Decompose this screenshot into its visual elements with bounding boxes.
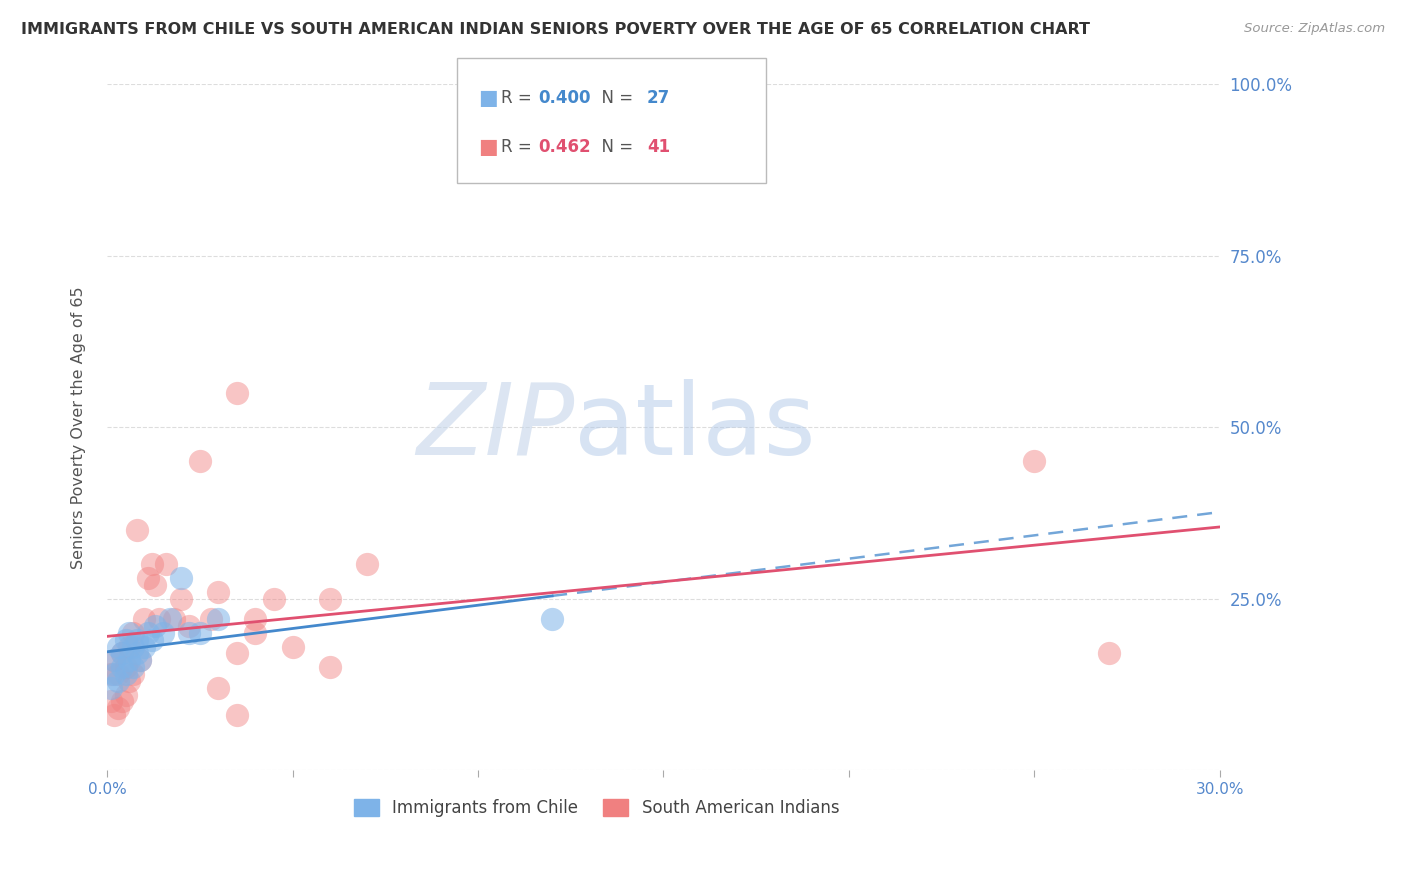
- Point: [125, 647, 148, 661]
- Point: [141, 558, 163, 572]
- Point: [118, 626, 141, 640]
- Point: [356, 558, 378, 572]
- Point: [281, 640, 304, 654]
- Point: [207, 681, 229, 695]
- Point: [170, 591, 193, 606]
- Text: 41: 41: [647, 138, 669, 156]
- Point: [188, 454, 211, 468]
- Point: [134, 640, 156, 654]
- Point: [1024, 454, 1046, 468]
- Text: 0.462: 0.462: [538, 138, 591, 156]
- Point: [114, 660, 136, 674]
- Point: [148, 612, 170, 626]
- Point: [207, 612, 229, 626]
- Text: R =: R =: [501, 89, 537, 107]
- Point: [225, 386, 247, 401]
- Point: [263, 591, 285, 606]
- Point: [100, 694, 122, 708]
- Point: [100, 681, 122, 695]
- Text: ■: ■: [478, 137, 498, 157]
- Point: [111, 660, 134, 674]
- Point: [107, 667, 129, 681]
- Point: [122, 626, 145, 640]
- Point: [107, 640, 129, 654]
- Point: [122, 667, 145, 681]
- Point: [541, 612, 564, 626]
- Point: [136, 626, 159, 640]
- Point: [111, 694, 134, 708]
- Point: [177, 626, 200, 640]
- Point: [200, 612, 222, 626]
- Point: [129, 653, 152, 667]
- Point: [125, 632, 148, 647]
- Point: [125, 523, 148, 537]
- Point: [170, 571, 193, 585]
- Text: 0.400: 0.400: [538, 89, 591, 107]
- Point: [155, 558, 177, 572]
- Text: ZIP: ZIP: [416, 379, 575, 475]
- Point: [107, 701, 129, 715]
- Point: [103, 653, 125, 667]
- Point: [103, 653, 125, 667]
- Text: R =: R =: [501, 138, 537, 156]
- Point: [245, 612, 267, 626]
- Point: [143, 619, 166, 633]
- Point: [225, 708, 247, 723]
- Point: [1097, 647, 1119, 661]
- Point: [177, 619, 200, 633]
- Point: [207, 584, 229, 599]
- Point: [103, 708, 125, 723]
- Point: [122, 640, 145, 654]
- Point: [225, 647, 247, 661]
- Point: [107, 673, 129, 688]
- Point: [188, 626, 211, 640]
- Point: [111, 647, 134, 661]
- Text: ■: ■: [478, 88, 498, 108]
- Point: [134, 612, 156, 626]
- Point: [159, 612, 181, 626]
- Point: [163, 612, 186, 626]
- Point: [143, 578, 166, 592]
- Point: [245, 626, 267, 640]
- Point: [114, 632, 136, 647]
- Text: atlas: atlas: [575, 379, 815, 475]
- Text: IMMIGRANTS FROM CHILE VS SOUTH AMERICAN INDIAN SENIORS POVERTY OVER THE AGE OF 6: IMMIGRANTS FROM CHILE VS SOUTH AMERICAN …: [21, 22, 1090, 37]
- Point: [152, 626, 174, 640]
- Point: [129, 653, 152, 667]
- Point: [136, 571, 159, 585]
- Text: N =: N =: [591, 138, 638, 156]
- Text: 27: 27: [647, 89, 671, 107]
- Point: [318, 591, 340, 606]
- Text: Source: ZipAtlas.com: Source: ZipAtlas.com: [1244, 22, 1385, 36]
- Point: [141, 632, 163, 647]
- Point: [318, 660, 340, 674]
- Legend: Immigrants from Chile, South American Indians: Immigrants from Chile, South American In…: [347, 792, 846, 823]
- Point: [122, 660, 145, 674]
- Point: [103, 667, 125, 681]
- Point: [100, 667, 122, 681]
- Y-axis label: Seniors Poverty Over the Age of 65: Seniors Poverty Over the Age of 65: [72, 286, 86, 568]
- Point: [118, 673, 141, 688]
- Point: [118, 653, 141, 667]
- Point: [114, 667, 136, 681]
- Point: [114, 688, 136, 702]
- Point: [118, 640, 141, 654]
- Point: [111, 647, 134, 661]
- Text: N =: N =: [591, 89, 638, 107]
